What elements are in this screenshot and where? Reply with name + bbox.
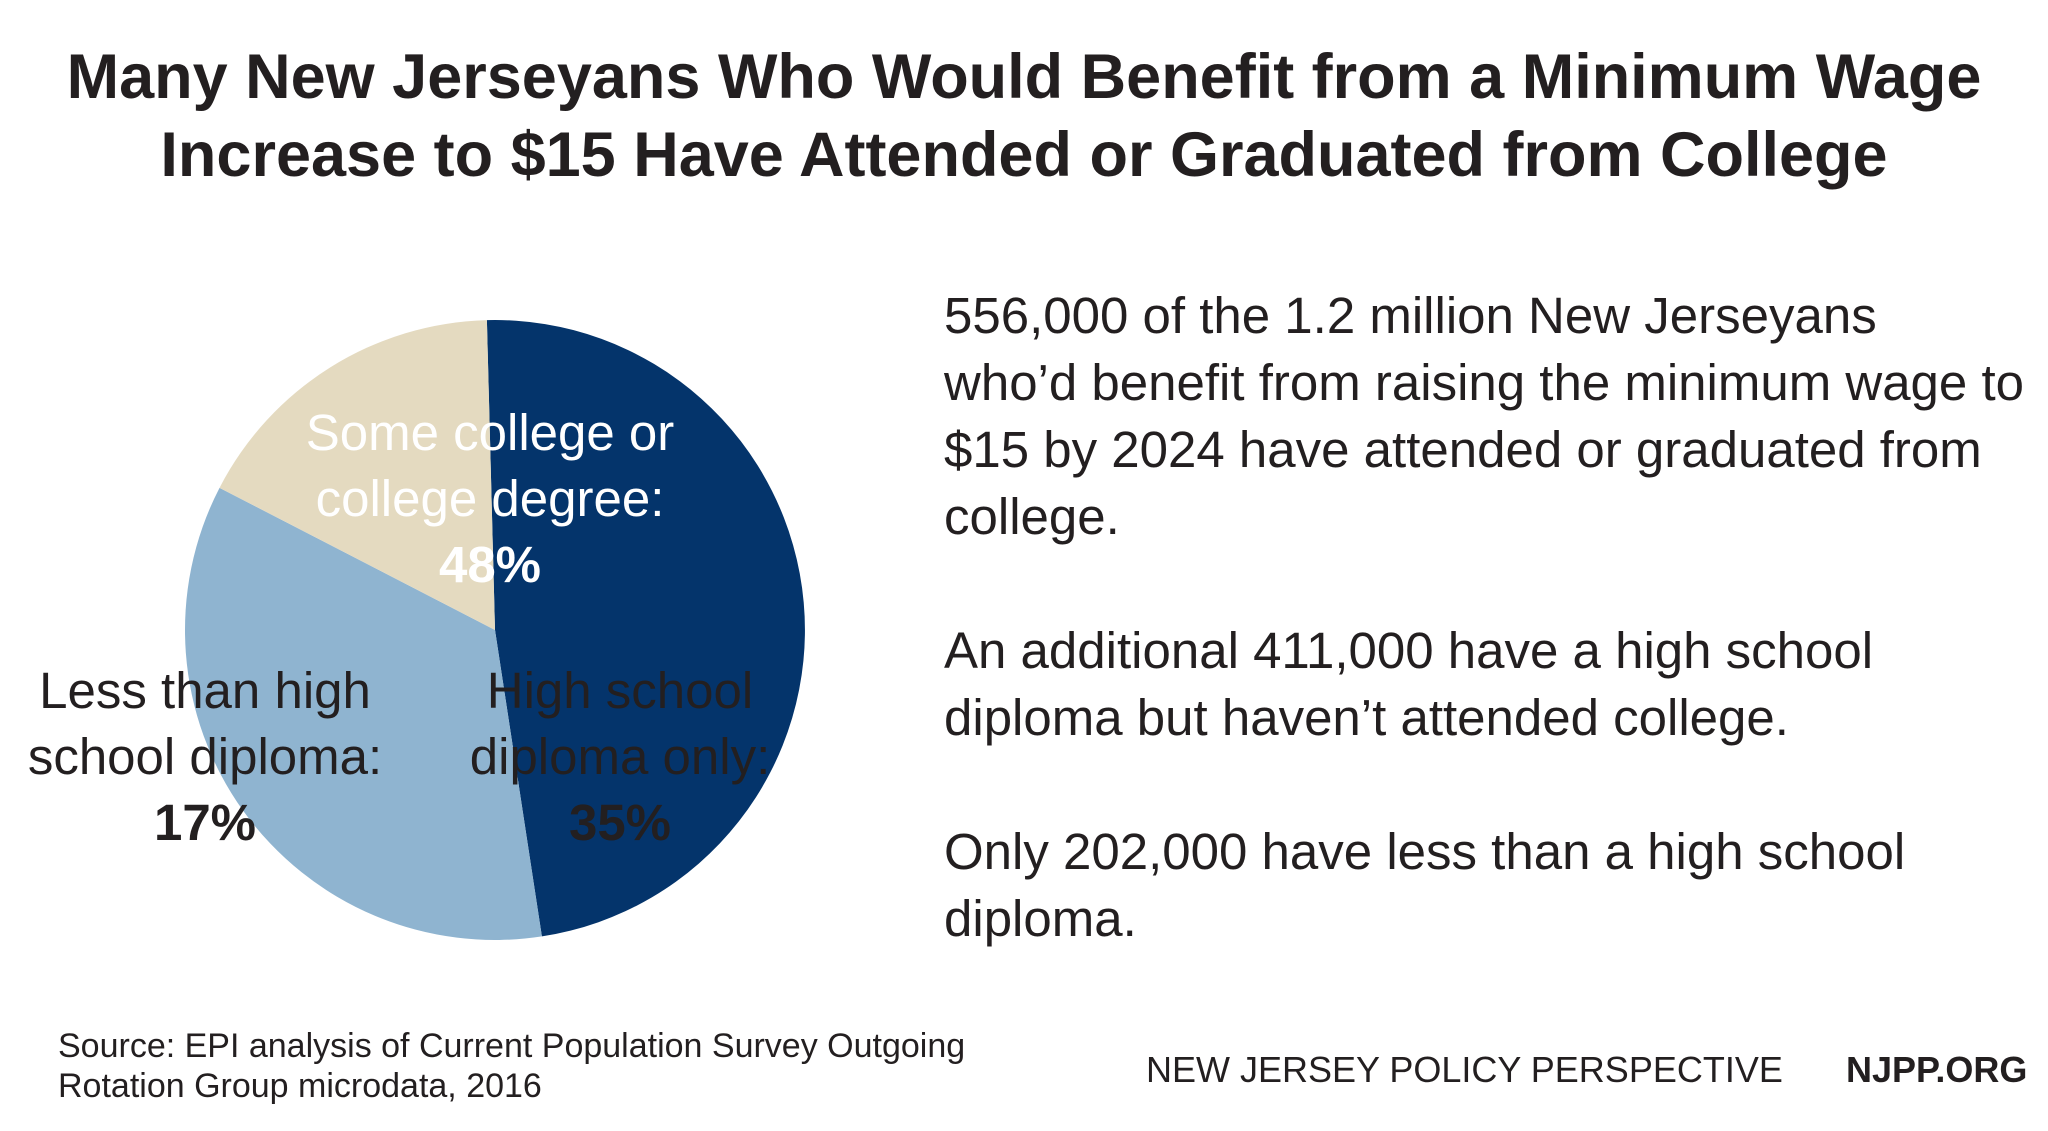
slice-label-high-school-line2: diploma only: (469, 728, 771, 785)
chart-title-line2: Increase to $15 Have Attended or Graduat… (160, 120, 1888, 190)
pie-slice-less-than-hs (219, 320, 495, 630)
slice-value-high-school: 35% (568, 794, 672, 851)
summary-paragraph-high-school: An additional 411,000 have a high school… (944, 622, 1874, 746)
chart-title: Many New Jerseyans Who Would Benefit fro… (0, 38, 2048, 194)
slice-label-less-than-hs-line1: Less than high (39, 662, 371, 719)
source-note: Source: EPI analysis of Current Populati… (58, 1026, 1058, 1106)
slice-value-college: 48% (438, 536, 542, 593)
slice-label-less-than-hs-line2: school diploma: (27, 728, 383, 785)
slice-label-less-than-hs: Less than high school diploma: 17% (0, 658, 410, 856)
slice-label-college-line2: college degree: (315, 470, 665, 527)
website-link[interactable]: NJPP.ORG (1846, 1049, 2028, 1090)
pie-slice-college (486, 320, 805, 937)
source-note-line2: Rotation Group microdata, 2016 (58, 1067, 542, 1105)
slice-label-high-school: High school diploma only: 35% (440, 658, 800, 856)
pie-chart (185, 320, 805, 940)
slice-label-high-school-line1: High school (486, 662, 754, 719)
pie-slice-high-school (185, 487, 542, 940)
chart-title-line1: Many New Jerseyans Who Would Benefit fro… (66, 42, 1982, 112)
slice-value-less-than-hs: 17% (153, 794, 257, 851)
summary-text: 556,000 of the 1.2 million New Jerseyans… (944, 282, 2024, 1019)
organization-name: NEW JERSEY POLICY PERSPECTIVE (1146, 1049, 1783, 1090)
slice-label-college: Some college or college degree: 48% (250, 400, 730, 598)
summary-paragraph-less-than-hs: Only 202,000 have less than a high schoo… (944, 823, 1906, 947)
summary-paragraph-college: 556,000 of the 1.2 million New Jerseyans… (944, 287, 2024, 545)
slice-label-college-line1: Some college or (305, 404, 675, 461)
source-note-line1: Source: EPI analysis of Current Populati… (58, 1027, 966, 1065)
